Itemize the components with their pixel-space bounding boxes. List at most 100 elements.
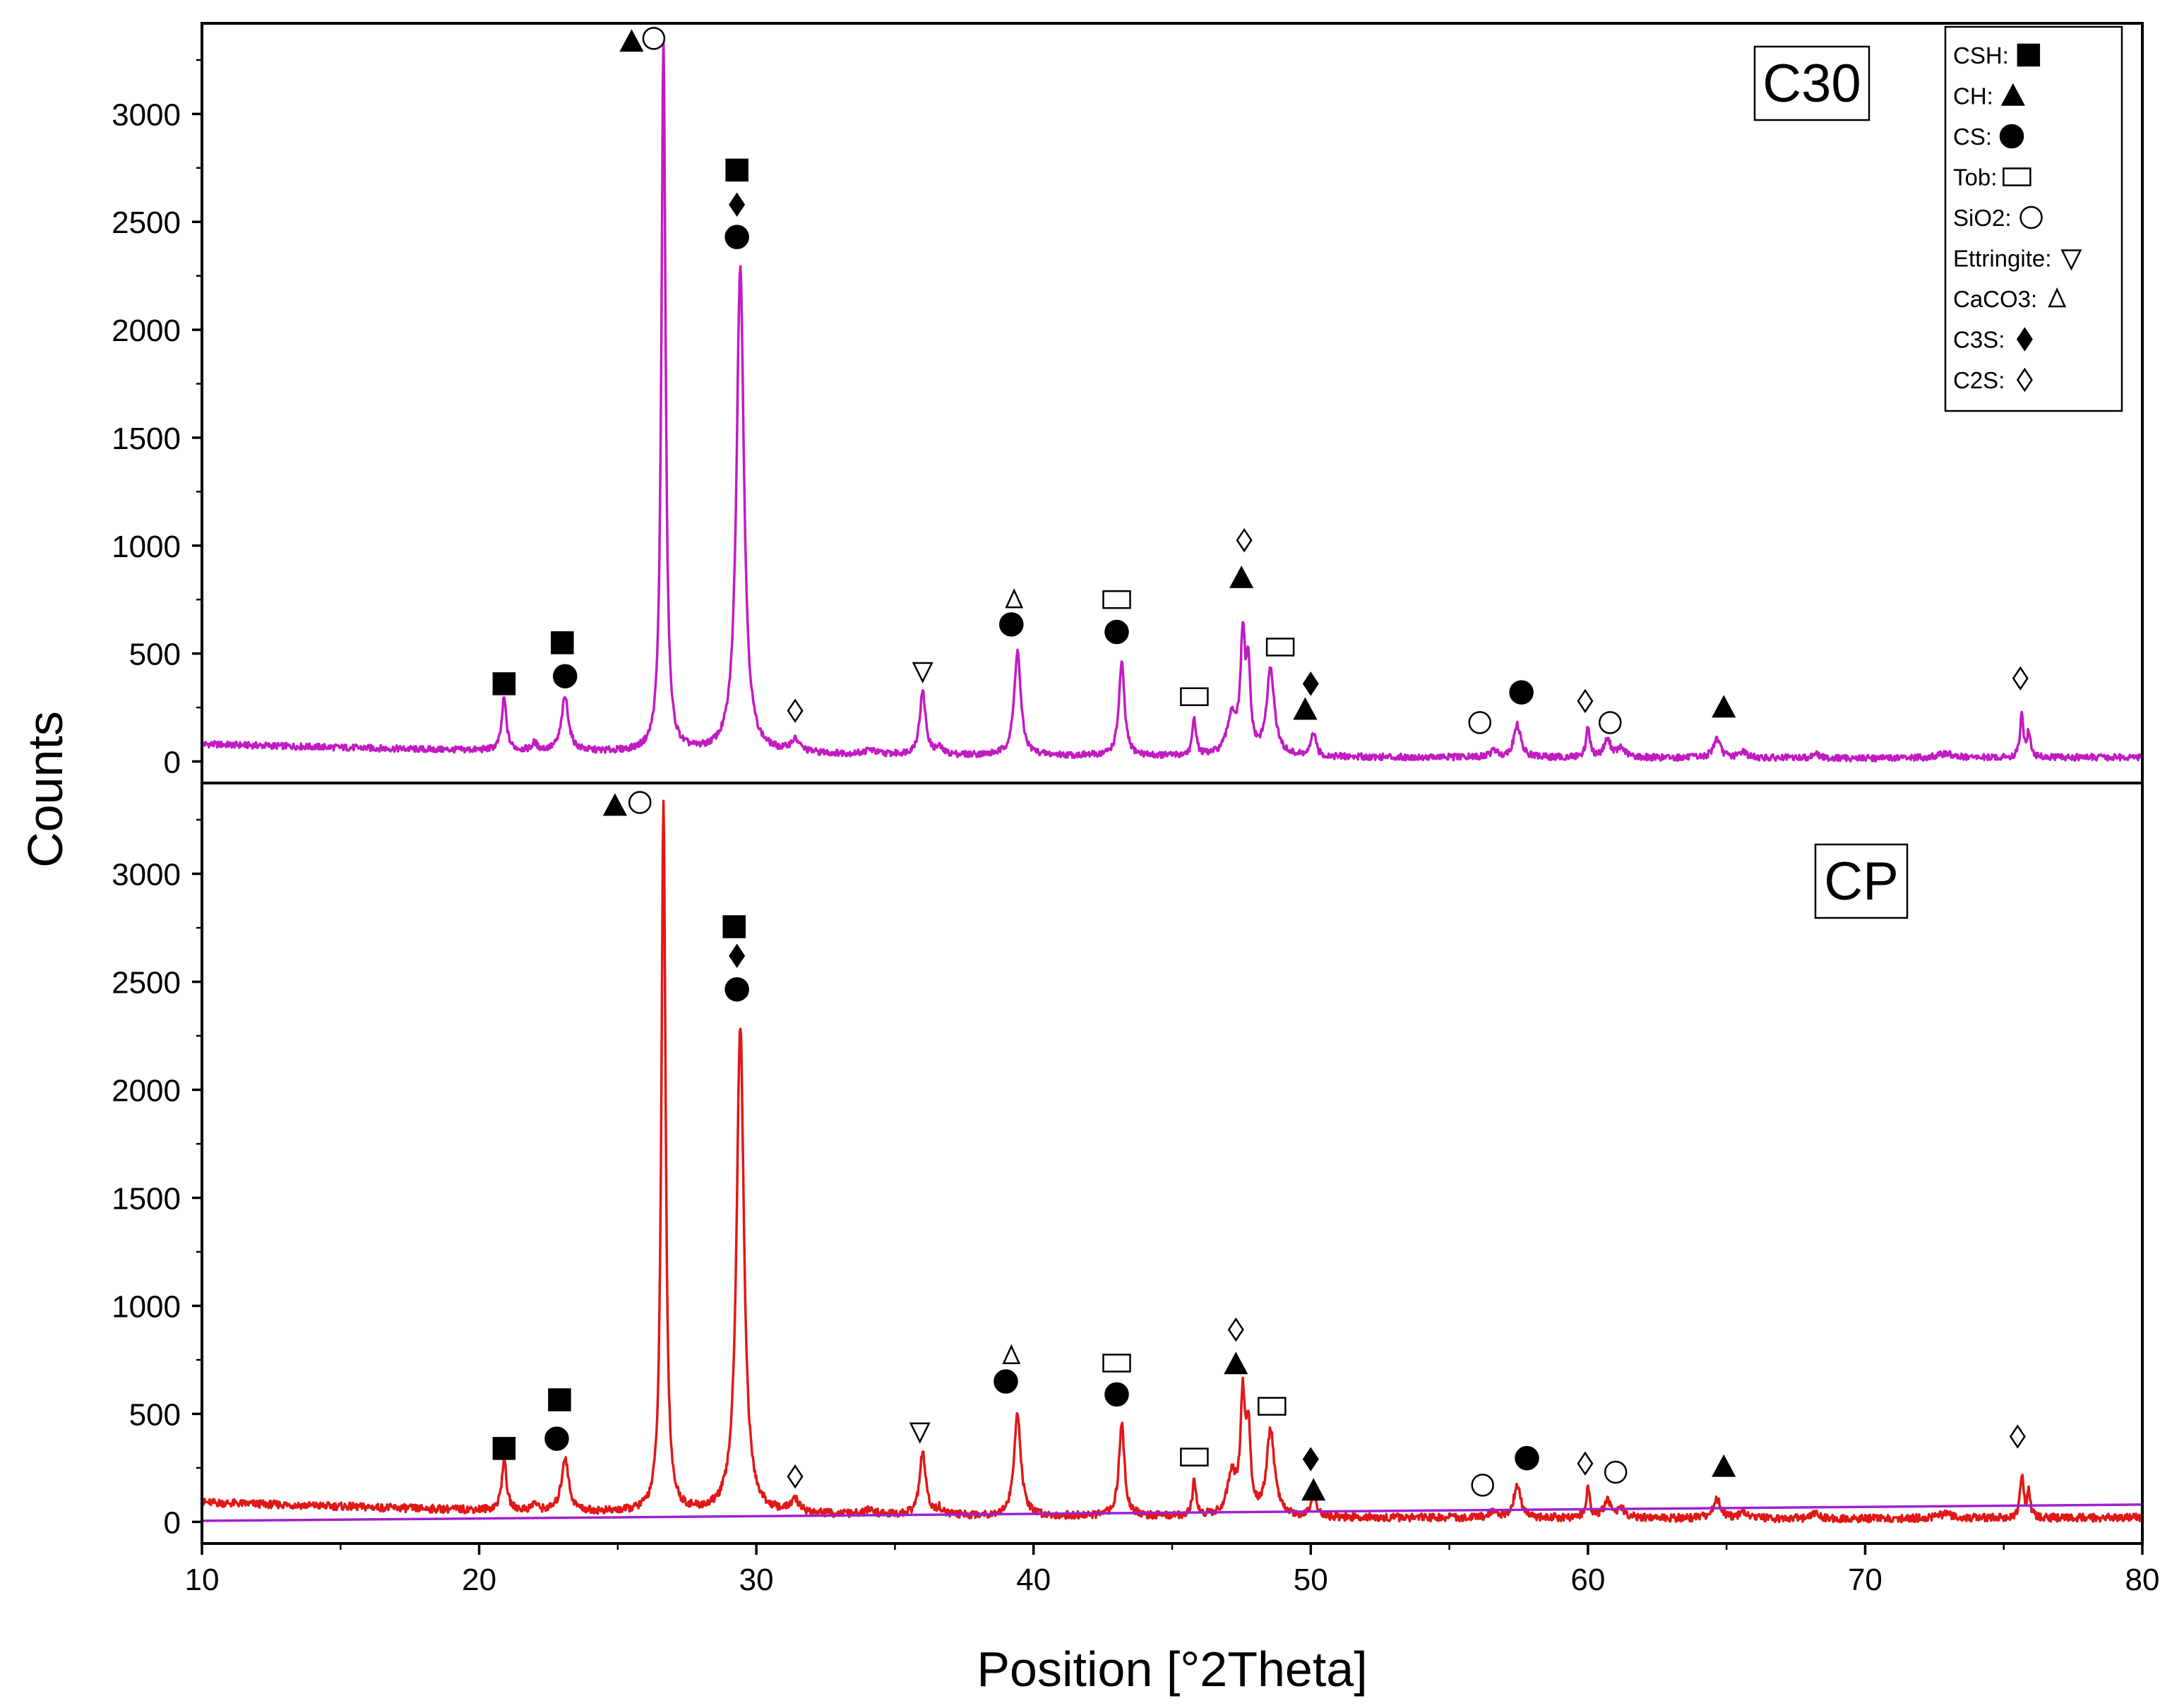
x-tick-label: 40 xyxy=(1016,1563,1051,1597)
c30-y-axis: 0 500 1000 1500 2000 2500 3000 xyxy=(112,59,202,780)
cp-panel-label-box: CP xyxy=(1814,843,1909,919)
cp-marker-diamond-open xyxy=(787,1464,804,1489)
c30-xrd-trace xyxy=(202,35,2142,763)
c30-marker-circle-filled xyxy=(1509,680,1534,705)
legend-label: C3S: xyxy=(1953,327,2005,353)
legend-label: SiO2: xyxy=(1953,205,2012,231)
cp-marker-diamond-filled xyxy=(729,943,746,969)
cp-marker-triangle-filled xyxy=(1224,1351,1248,1375)
c30-panel-label: C30 xyxy=(1762,54,1861,114)
x-tick-label: 50 xyxy=(1294,1563,1328,1597)
cp-marker-square-filled xyxy=(548,1388,571,1411)
y-tick-label: 1500 xyxy=(112,1181,181,1216)
c30-marker-square-filled xyxy=(551,631,574,655)
c30-marker-diamond-open xyxy=(787,698,804,723)
y-tick-label: 2500 xyxy=(112,965,181,1000)
c30-marker-triangle-filled xyxy=(1712,695,1736,718)
c30-marker-circle-filled xyxy=(999,612,1024,637)
c30-marker-triangle-open xyxy=(1005,588,1024,609)
y-tick-label: 500 xyxy=(129,1397,181,1432)
x-tick-label: 60 xyxy=(1570,1563,1605,1597)
c30-marker-circle-open xyxy=(642,27,666,50)
c30-marker-triangle-down-open xyxy=(912,662,933,683)
y-tick-label: 0 xyxy=(164,1505,181,1540)
cp-marker-diamond-open xyxy=(1577,1451,1594,1476)
x-axis-title: Position [°2Theta] xyxy=(977,1642,1367,1697)
x-tick-label: 20 xyxy=(462,1563,496,1597)
cp-marker-square-filled xyxy=(492,1437,516,1460)
cp-baseline-line xyxy=(201,1503,2143,1522)
x-tick-label: 70 xyxy=(1848,1563,1882,1597)
c30-marker-square-filled xyxy=(725,158,748,182)
legend-marker-circle-filled xyxy=(1999,124,2024,149)
c30-marker-circle-filled xyxy=(724,225,749,249)
legend-marker-triangle-open xyxy=(2048,287,2067,308)
cp-marker-circle-filled xyxy=(544,1426,569,1451)
cp-xrd-trace xyxy=(202,799,2142,1524)
legend-marker-triangle-down-open xyxy=(2060,249,2082,271)
legend-marker-circle-open xyxy=(2019,205,2043,229)
legend-marker-diamond-filled xyxy=(2016,327,2033,352)
cp-marker-rect-open xyxy=(1102,1354,1131,1373)
cp-phase-markers xyxy=(492,791,2026,1501)
cp-marker-diamond-open xyxy=(2009,1424,2026,1449)
c30-marker-diamond-open xyxy=(1236,527,1253,553)
panel-c30: 0 500 1000 1500 2000 2500 3000 C30 CSH: CH: CS: T… xyxy=(112,22,2144,784)
cp-panel-label: CP xyxy=(1824,852,1899,912)
legend-label: CaCO3: xyxy=(1953,286,2037,312)
y-tick-label: 3000 xyxy=(112,97,181,132)
y-tick-label: 1000 xyxy=(112,1289,181,1324)
y-tick-label: 0 xyxy=(164,745,181,780)
c30-marker-rect-open xyxy=(1265,638,1295,657)
c30-marker-circle-open xyxy=(1599,711,1622,734)
c30-marker-rect-open xyxy=(1102,590,1131,609)
cp-marker-circle-open xyxy=(1471,1474,1494,1497)
y-tick-label: 3000 xyxy=(112,858,181,892)
c30-marker-circle-filled xyxy=(553,664,578,688)
cp-marker-circle-filled xyxy=(994,1369,1018,1394)
panel-cp: 0 500 1000 1500 2000 2500 3000 CP xyxy=(112,782,2144,1545)
cp-marker-circle-filled xyxy=(1104,1382,1129,1407)
cp-marker-diamond-filled xyxy=(1302,1447,1319,1471)
x-tick-label: 80 xyxy=(2125,1563,2160,1597)
legend: CSH: CH: CS: Tob: SiO2: Ettringite: CaCO3: C3S:… xyxy=(1944,25,2123,412)
cp-marker-rect-open xyxy=(1258,1397,1287,1416)
legend-label: CSH: xyxy=(1953,42,2009,68)
c30-panel-label-box: C30 xyxy=(1753,45,1870,121)
y-tick-label: 1000 xyxy=(112,530,181,564)
legend-label: C2S: xyxy=(1953,367,2005,393)
y-tick-label: 2500 xyxy=(112,205,181,240)
cp-marker-square-filled xyxy=(722,915,746,938)
c30-marker-rect-open xyxy=(1180,687,1209,706)
cp-marker-triangle-filled xyxy=(602,793,628,816)
cp-marker-circle-filled xyxy=(1515,1445,1539,1471)
legend-label: Tob: xyxy=(1953,165,1997,191)
cp-marker-triangle-open xyxy=(1002,1344,1021,1365)
y-tick-label: 1500 xyxy=(112,422,181,456)
cp-marker-triangle-down-open xyxy=(909,1422,931,1444)
c30-marker-diamond-filled xyxy=(729,192,746,217)
legend-marker-rect-open xyxy=(2003,167,2031,186)
c30-marker-diamond-open xyxy=(2012,666,2029,691)
c30-marker-circle-open xyxy=(1468,711,1492,734)
cp-marker-triangle-filled xyxy=(1301,1478,1326,1501)
cp-y-axis: 0 500 1000 1500 2000 2500 3000 xyxy=(112,818,202,1540)
y-tick-label: 2000 xyxy=(112,313,181,348)
y-tick-label: 2000 xyxy=(112,1073,181,1108)
cp-marker-rect-open xyxy=(1180,1447,1209,1467)
c30-marker-triangle-filled xyxy=(1293,697,1318,720)
legend-label: CS: xyxy=(1953,124,1992,150)
legend-label: CH: xyxy=(1953,83,1993,109)
cp-marker-circle-open xyxy=(1604,1460,1628,1484)
x-tick-label: 30 xyxy=(739,1563,774,1597)
c30-marker-triangle-filled xyxy=(619,29,644,52)
c30-marker-circle-filled xyxy=(1104,619,1129,645)
cp-marker-circle-open xyxy=(628,791,652,814)
cp-marker-circle-filled xyxy=(724,977,749,1002)
c30-marker-diamond-filled xyxy=(1302,671,1319,696)
c30-marker-diamond-open xyxy=(1577,688,1594,714)
x-axis: 10 20 30 40 50 60 70 80 xyxy=(185,1543,2160,1597)
c30-phase-markers xyxy=(492,27,2029,734)
